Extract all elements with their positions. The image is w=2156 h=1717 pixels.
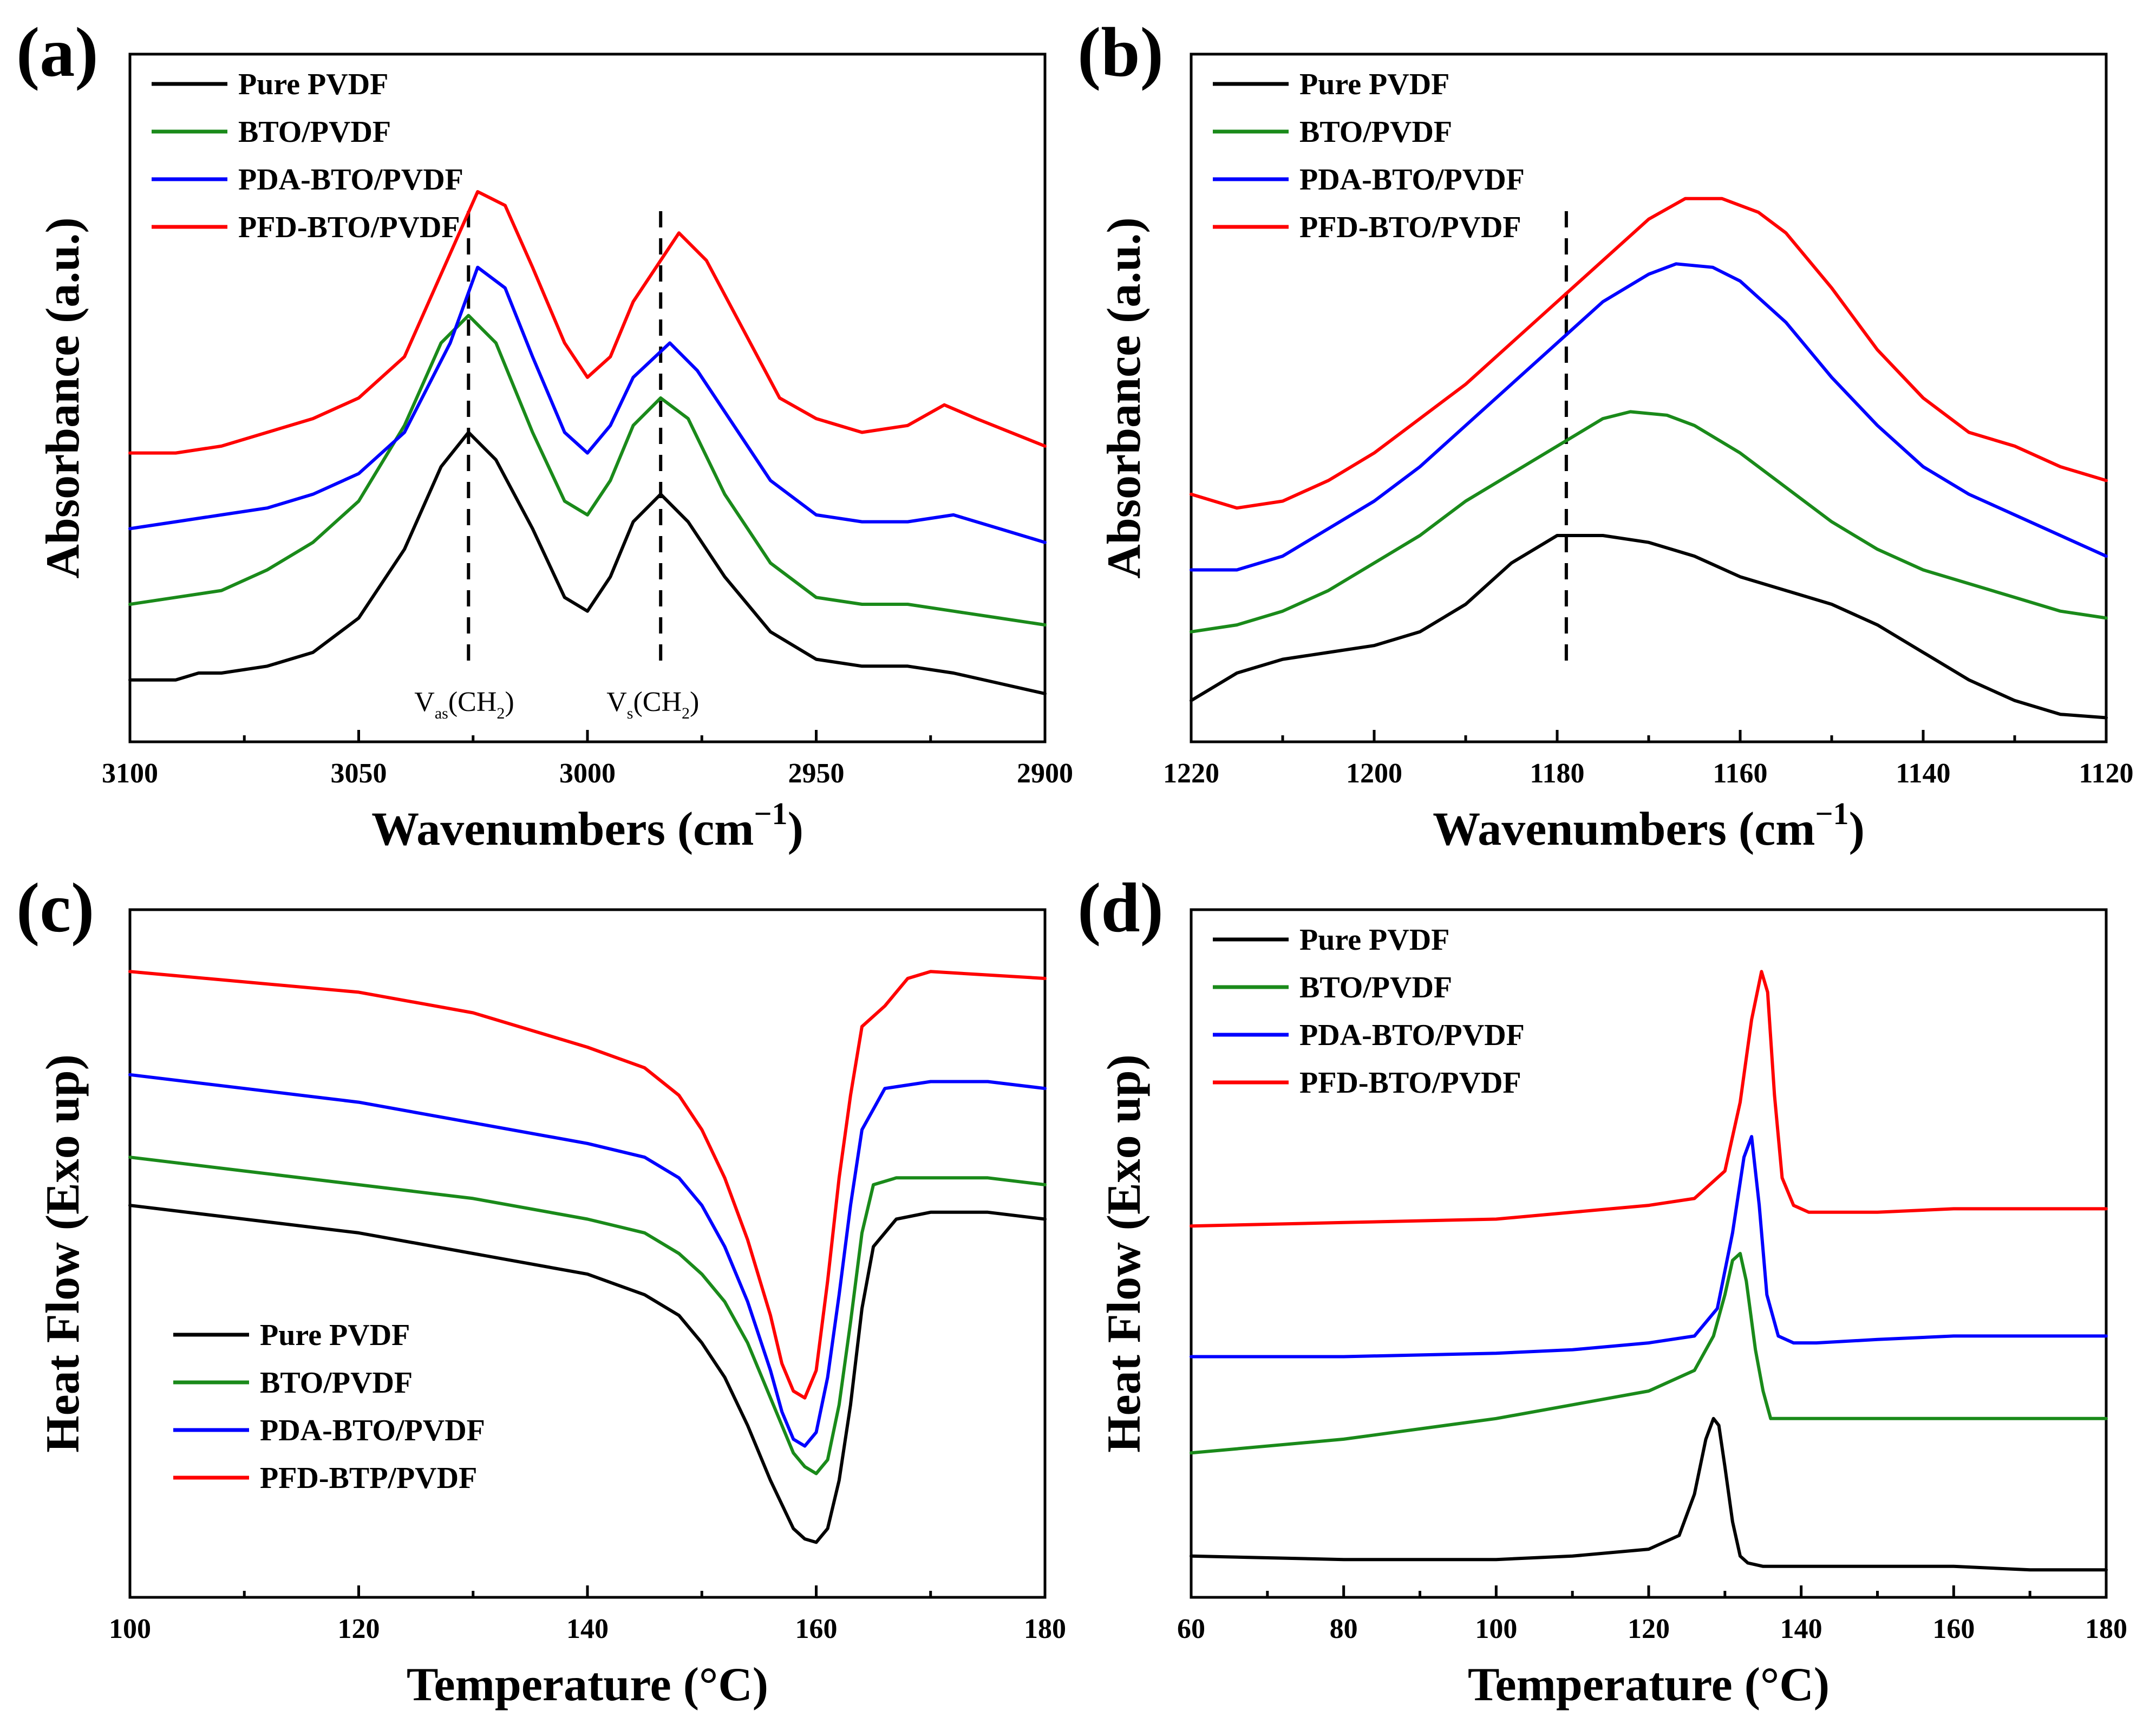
- legend-label: Pure PVDF: [238, 68, 388, 101]
- x-tick-label: 140: [1780, 1614, 1822, 1644]
- peak-annotation: Vs(CH2): [606, 687, 699, 722]
- series-line: [1190, 262, 2108, 572]
- panel-label: (d): [1077, 869, 1164, 947]
- x-tick-label: 3000: [559, 758, 616, 789]
- series-line: [128, 430, 1047, 696]
- y-axis-title: Absorbance (a.u.): [1098, 217, 1151, 578]
- legend: Pure PVDF BTO/PVDF PDA-BTO/PVDF PFD-BTO/PVD…: [1213, 923, 1525, 1100]
- series-line: [1190, 1416, 2108, 1572]
- x-axis-title: Wavenumbers (cm−1): [371, 796, 803, 856]
- y-axis-title: Heat Flow (Exo up): [1098, 1054, 1151, 1453]
- series-line: [128, 1155, 1047, 1476]
- y-axis-title: Heat Flow (Exo up): [37, 1054, 89, 1453]
- legend-label: PDA-BTO/PVDF: [1299, 163, 1525, 197]
- series-line: [128, 314, 1047, 627]
- plot-frame: [128, 53, 1047, 743]
- legend: Pure PVDF BTO/PVDF PDA-BTO/PVDF PFD-BTP/PVD…: [173, 1318, 485, 1495]
- x-tick-label: 2950: [788, 758, 845, 789]
- panel-label: (a): [16, 14, 99, 92]
- legend-label: PDA-BTO/PVDF: [238, 163, 463, 197]
- x-tick-label: 1180: [1530, 758, 1584, 789]
- x-tick-label: 1140: [1896, 758, 1950, 789]
- x-tick-label: 2900: [1017, 758, 1073, 789]
- chart-panel: 60 80 100 120 140 160 180 (d) Temperature (°C) He…: [1077, 869, 2127, 1711]
- series-line: [1190, 1135, 2108, 1359]
- x-tick-label: 1120: [2079, 758, 2133, 789]
- y-axis-title: Absorbance (a.u.): [37, 217, 89, 578]
- series-line: [128, 265, 1047, 544]
- legend: Pure PVDF BTO/PVDF PDA-BTO/PVDF PFD-BTO/PVD…: [1213, 68, 1525, 244]
- x-axis-title-close: ): [788, 803, 803, 856]
- legend-label: BTO/PVDF: [238, 115, 391, 149]
- x-tick-label: 160: [795, 1614, 838, 1644]
- legend-label: BTO/PVDF: [1299, 115, 1452, 149]
- x-tick-label: 180: [1024, 1614, 1066, 1644]
- x-tick-label: 1160: [1713, 758, 1767, 789]
- x-tick-label: 60: [1177, 1614, 1205, 1644]
- x-tick-label: 100: [109, 1614, 151, 1644]
- x-tick-label: 1200: [1346, 758, 1402, 789]
- legend-label: BTO/PVDF: [1299, 971, 1452, 1004]
- x-axis-title-close: ): [1849, 803, 1865, 856]
- legend-label: BTO/PVDF: [260, 1366, 413, 1400]
- x-tick-label: 160: [1932, 1614, 1975, 1644]
- legend-label: PDA-BTO/PVDF: [260, 1414, 485, 1447]
- legend-label: PFD-BTP/PVDF: [260, 1461, 477, 1495]
- legend-label: Pure PVDF: [260, 1318, 410, 1352]
- legend-label: PFD-BTO/PVDF: [1299, 211, 1521, 244]
- x-tick-label: 180: [2085, 1614, 2127, 1644]
- x-axis-title: Temperature (°C): [407, 1659, 768, 1711]
- x-tick-label: 100: [1475, 1614, 1517, 1644]
- panel-label: (b): [1077, 14, 1164, 92]
- chart-panel: 3100 3050 3000 2950 2900 (a) Wavenumbers (cm−1…: [16, 14, 1073, 856]
- legend-label: PDA-BTO/PVDF: [1299, 1019, 1525, 1052]
- series-line: [1190, 1252, 2108, 1455]
- x-tick-label: 3100: [102, 758, 158, 789]
- plot-frame: [1190, 53, 2108, 743]
- series-line: [1190, 410, 2108, 634]
- x-tick-label: 3050: [331, 758, 387, 789]
- x-tick-label: 80: [1330, 1614, 1358, 1644]
- x-tick-label: 140: [566, 1614, 609, 1644]
- series-line: [128, 1073, 1047, 1448]
- x-axis-title: Temperature (°C): [1468, 1659, 1830, 1711]
- series-line: [128, 190, 1047, 455]
- x-tick-label: 1220: [1163, 758, 1219, 789]
- x-tick-label: 120: [1628, 1614, 1670, 1644]
- legend-label: Pure PVDF: [1299, 68, 1449, 101]
- legend: Pure PVDF BTO/PVDF PDA-BTO/PVDF PFD-BTO/PVD…: [152, 68, 463, 244]
- series-line: [1190, 534, 2108, 720]
- legend-label: Pure PVDF: [1299, 923, 1449, 957]
- peak-annotation: Vas(CH2): [414, 687, 514, 722]
- chart-panel: 100 120 140 160 180 (c) Temperature (°C) Heat F…: [16, 869, 1066, 1711]
- series-line: [128, 1204, 1047, 1544]
- x-tick-label: 120: [338, 1614, 380, 1644]
- x-axis-title: Wavenumbers (cm−1): [1433, 796, 1865, 856]
- legend-label: PFD-BTO/PVDF: [238, 211, 460, 244]
- x-axis-title-superscript: −1: [1815, 796, 1849, 831]
- panel-label: (c): [16, 869, 94, 947]
- chart-panel: 1220 1200 1180 1160 1140 1120 (b) Wavenumbers (…: [1077, 14, 2134, 856]
- series-line: [128, 970, 1047, 1400]
- plot-frame: [1190, 908, 2108, 1599]
- x-axis-title-superscript: −1: [754, 796, 788, 831]
- series-line: [1190, 970, 2108, 1228]
- series-line: [1190, 197, 2108, 510]
- legend-label: PFD-BTO/PVDF: [1299, 1066, 1521, 1100]
